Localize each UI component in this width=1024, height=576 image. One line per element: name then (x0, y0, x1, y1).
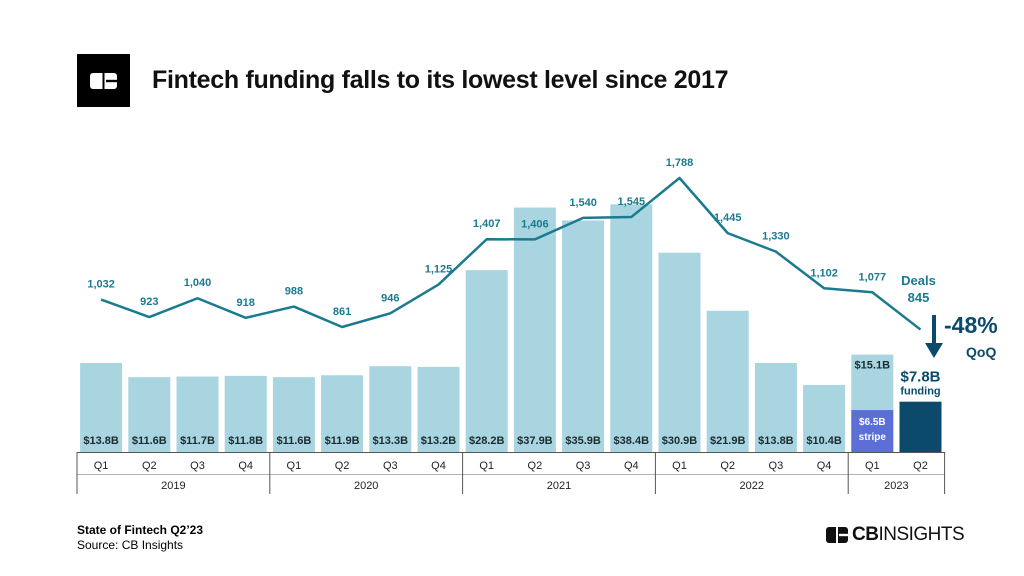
funding-bar-label: $13.8B (758, 435, 794, 447)
cb-insights-logo (77, 54, 130, 107)
year-label: 2020 (354, 480, 378, 492)
funding-bar-label: $30.9B (662, 435, 698, 447)
funding-bar (899, 401, 942, 452)
funding-bar (128, 377, 171, 452)
deals-point-label: 1,407 (473, 218, 501, 230)
qoq-text: QoQ (966, 344, 996, 360)
latest-funding-amount: $7.8B (900, 369, 940, 386)
qoq-arrow-head (925, 343, 943, 358)
quarter-tick-label: Q3 (383, 460, 398, 472)
funding-bar-label: $37.9B (517, 435, 553, 447)
brand-name-rest: INSIGHTS (878, 524, 965, 545)
funding-bar-label: $11.8B (228, 435, 263, 447)
stripe-amount-label: $6.5B (859, 417, 886, 428)
funding-bar-label: $15.1B (855, 360, 891, 372)
quarter-tick-label: Q3 (190, 460, 205, 472)
deals-line (100, 176, 922, 331)
deals-point-label: 1,406 (521, 218, 549, 230)
funding-bar-label: $11.6B (276, 435, 311, 447)
deals-point-label: 1,077 (859, 271, 887, 283)
funding-bar (80, 362, 123, 452)
quarter-tick-label: Q1 (94, 460, 109, 472)
deals-point-label: 923 (140, 296, 158, 308)
cb-logo-icon (826, 527, 848, 543)
funding-bar (465, 270, 508, 452)
funding-bar-label: $35.9B (565, 435, 601, 447)
funding-bar (803, 384, 846, 452)
brand-name: CBINSIGHTS (852, 524, 965, 546)
quarter-tick-label: Q2 (335, 460, 350, 472)
funding-bar (706, 310, 749, 452)
funding-bar-label: $11.9B (325, 435, 360, 447)
quarter-tick-label: Q3 (769, 460, 784, 472)
latest-deals-value: 845 (908, 290, 930, 305)
funding-bar (562, 220, 605, 452)
deals-point-label: 1,102 (810, 267, 838, 279)
funding-bar (224, 375, 267, 452)
deals-point-label: 1,032 (87, 279, 115, 291)
quarter-tick-label: Q1 (479, 460, 494, 472)
funding-bar-label: $28.2B (469, 435, 505, 447)
year-label: 2022 (740, 480, 764, 492)
quarter-tick-label: Q2 (528, 460, 543, 472)
deals-point-label: 1,788 (666, 157, 694, 169)
qoq-change: -48% (944, 312, 998, 338)
funding-bar (369, 366, 412, 452)
funding-bar-label: $10.4B (806, 435, 842, 447)
funding-bar-label: $38.4B (614, 435, 650, 447)
funding-bar (610, 204, 653, 452)
stripe-text-label: stripe (859, 432, 887, 443)
latest-deals-title: Deals (901, 273, 936, 288)
quarter-tick-label: Q4 (624, 460, 639, 472)
quarter-tick-label: Q2 (720, 460, 735, 472)
quarter-tick-label: Q2 (142, 460, 157, 472)
deals-point-label: 1,125 (425, 264, 453, 276)
page-title: Fintech funding falls to its lowest leve… (152, 66, 729, 94)
year-label: 2021 (547, 480, 571, 492)
funding-bar (417, 366, 460, 452)
funding-bar-label: $11.7B (180, 435, 215, 447)
funding-bar-label: $13.3B (373, 435, 409, 447)
funding-bar (513, 207, 556, 452)
latest-funding-text: funding (900, 386, 940, 398)
quarter-tick-label: Q1 (287, 460, 302, 472)
quarter-tick-label: Q3 (576, 460, 591, 472)
deals-point-label: 1,540 (569, 197, 597, 209)
deals-point-label: 861 (333, 306, 351, 318)
deals-point-label: 1,330 (762, 231, 790, 243)
funding-bar-label: $13.8B (83, 435, 119, 447)
year-label: 2023 (884, 480, 908, 492)
deals-point-label: 946 (381, 292, 399, 304)
quarter-tick-label: Q1 (865, 460, 880, 472)
quarter-tick-label: Q2 (913, 460, 928, 472)
funding-bar-label: $21.9B (710, 435, 746, 447)
funding-bar-label: $11.6B (132, 435, 167, 447)
brand-wordmark: CBINSIGHTS (826, 524, 965, 546)
deals-point-label: 1,040 (184, 277, 212, 289)
year-label: 2019 (161, 480, 185, 492)
funding-bar-label: $13.2B (421, 435, 457, 447)
stripe-sub-bar (851, 410, 894, 452)
deals-point-label: 1,545 (618, 196, 646, 208)
funding-bar (272, 377, 315, 452)
deals-point-label: 1,445 (714, 212, 742, 224)
qoq-arrow-shaft (932, 315, 936, 347)
funding-bar (176, 376, 219, 452)
deals-point-label: 988 (285, 286, 303, 298)
source-note: Source: CB Insights (77, 538, 184, 552)
quarter-tick-label: Q4 (431, 460, 446, 472)
quarter-tick-label: Q4 (817, 460, 832, 472)
funding-bar (754, 362, 797, 452)
brand-name-bold: CB (852, 524, 879, 545)
quarter-tick-label: Q4 (238, 460, 253, 472)
report-title: State of Fintech Q2’23 (77, 523, 204, 537)
quarter-tick-label: Q1 (672, 460, 687, 472)
funding-bar (658, 252, 701, 452)
funding-bar (321, 375, 364, 452)
deals-point-label: 918 (237, 297, 255, 309)
